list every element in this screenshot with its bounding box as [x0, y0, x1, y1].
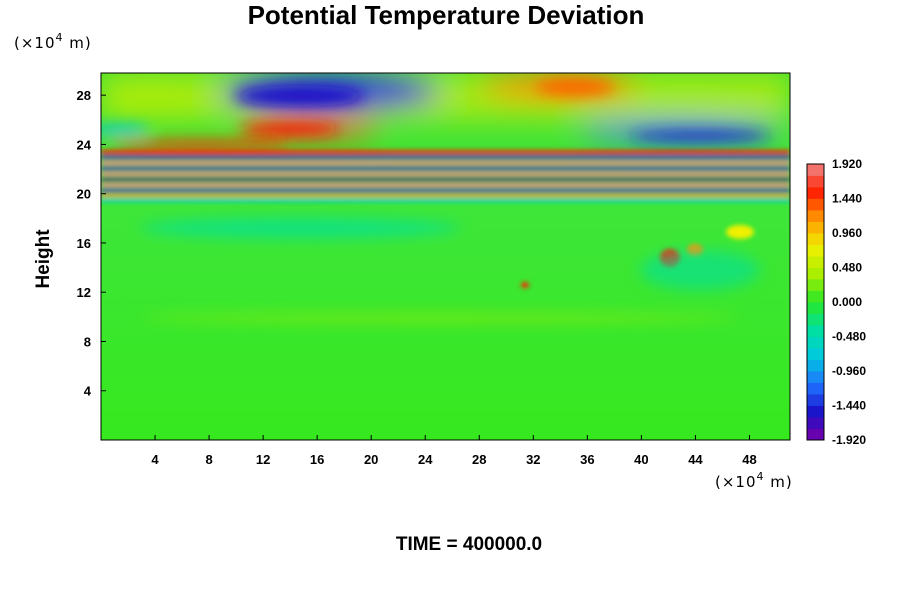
- field-features: [101, 73, 790, 322]
- y-tick-label: 28: [77, 88, 91, 103]
- colorbar: 1.920 1.440 0.960 0.480 0.000 -0.480 -0.960 -1.…: [806, 157, 866, 447]
- x-tick-label: 44: [688, 452, 703, 467]
- colorbar-tick-label: -0.480: [832, 330, 866, 344]
- y-axis-unit: (×104 m): [14, 31, 92, 52]
- colorbar-swatch: [807, 244, 824, 257]
- colorbar-tick-label: -1.440: [832, 399, 866, 413]
- colorbar-tick-label: -0.960: [832, 364, 866, 378]
- colorbar-frame: [806, 163, 825, 441]
- y-tick-label: 16: [77, 236, 91, 251]
- y-tick-label: 24: [77, 137, 92, 152]
- colorbar-swatch: [807, 256, 824, 268]
- x-tick-label: 16: [310, 452, 324, 467]
- colorbar-tick-label: 1.440: [832, 192, 862, 206]
- y-tick-label: 12: [77, 285, 91, 300]
- plot-frame: [100, 72, 791, 441]
- colorbar-swatch: [807, 221, 824, 234]
- colorbar-tick-label: -1.920: [832, 433, 866, 447]
- y-tick-label: 8: [84, 334, 91, 349]
- colorbar-swatch: [807, 371, 824, 383]
- colorbar-swatch: [807, 359, 824, 372]
- y-axis-label: Height: [33, 229, 54, 289]
- colorbar-swatch: [807, 290, 824, 303]
- colorbar-tick-label: 0.960: [832, 226, 862, 240]
- x-tick-label: 8: [205, 452, 212, 467]
- colorbar-swatch: [807, 336, 824, 349]
- colorbar-swatch: [807, 405, 824, 418]
- colorbar-tick-label: 0.480: [832, 261, 862, 275]
- x-tick-label: 20: [364, 452, 378, 467]
- colorbar-tick-label: 0.000: [832, 295, 862, 309]
- x-tick-label: 48: [742, 452, 756, 467]
- y-tick-label: 20: [77, 187, 91, 202]
- colorbar-swatch: [807, 417, 824, 429]
- heatmap-field: [101, 73, 790, 440]
- x-tick-label: 40: [634, 452, 648, 467]
- colorbar-swatch: [807, 302, 824, 314]
- colorbar-swatch: [807, 267, 824, 280]
- x-tick-label: 12: [256, 452, 270, 467]
- x-tick-label: 36: [580, 452, 594, 467]
- colorbar-swatch: [807, 313, 824, 326]
- x-tick-label: 4: [151, 452, 159, 467]
- colorbar-swatch: [807, 164, 824, 176]
- colorbar-swatch: [807, 325, 824, 337]
- chart-title: Potential Temperature Deviation: [248, 0, 645, 30]
- x-axis-unit: (×104 m): [715, 470, 793, 491]
- colorbar-swatch: [807, 187, 824, 199]
- time-label: TIME = 400000.0: [396, 534, 542, 555]
- colorbar-swatch: [807, 175, 824, 188]
- colorbar-swatch: [807, 348, 824, 360]
- x-tick-label: 24: [418, 452, 433, 467]
- colorbar-swatch: [807, 394, 824, 406]
- colorbar-swatch: [807, 210, 824, 222]
- colorbar-swatch: [807, 198, 824, 211]
- x-axis-ticks: 4 8 12 16 20 24 28 32 36 40 44 48: [151, 435, 757, 467]
- x-tick-label: 32: [526, 452, 540, 467]
- colorbar-swatch: [807, 382, 824, 395]
- x-tick-label: 28: [472, 452, 486, 467]
- y-axis-ticks: 4 8 12 16 20 24 28: [77, 88, 106, 399]
- colorbar-swatch: [807, 233, 824, 245]
- colorbar-swatch: [807, 428, 824, 441]
- colorbar-tick-label: 1.920: [832, 157, 862, 171]
- colorbar-swatch: [807, 279, 824, 291]
- y-tick-label: 4: [84, 384, 92, 399]
